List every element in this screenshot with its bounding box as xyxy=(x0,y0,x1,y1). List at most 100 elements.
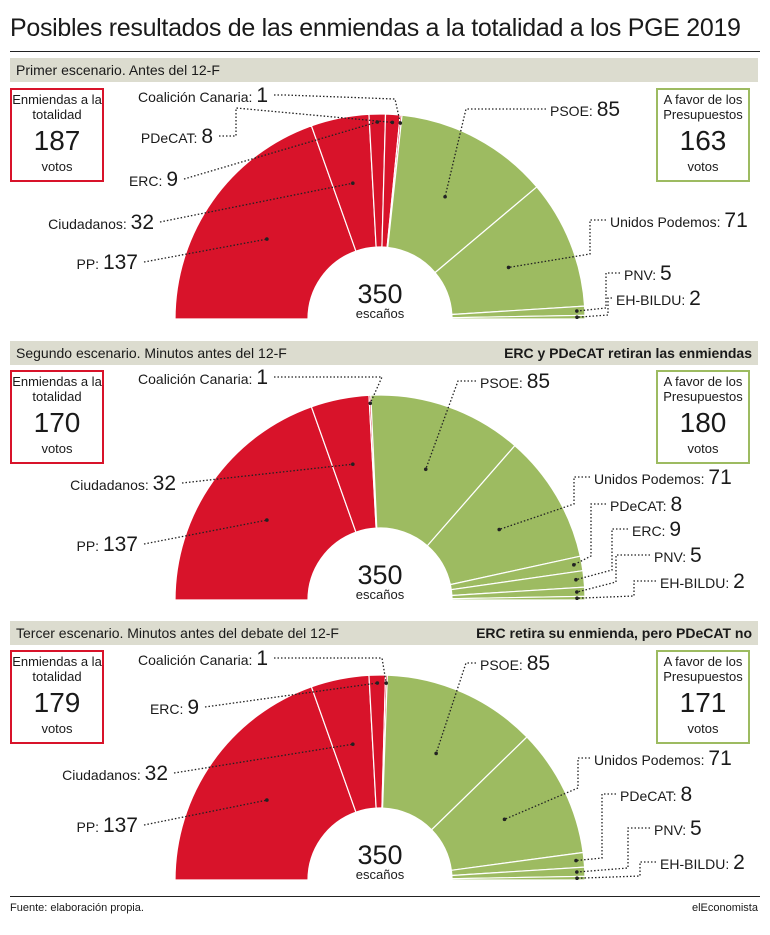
scenario-1-title: Primer escenario. Antes del 12-F xyxy=(16,62,220,78)
leader-dot-psoe xyxy=(443,194,447,199)
label-unidos-podemos: Unidos Podemos: 71 xyxy=(610,209,748,232)
scenario-1-favor-unit: votos xyxy=(687,159,719,174)
label-value-psoe: 85 xyxy=(597,98,620,121)
label-name-pp: PP: xyxy=(76,256,102,272)
leader-line-ciudadanos xyxy=(159,182,353,223)
label-pdecat: PDeCAT: 8 xyxy=(141,125,213,148)
label-ciudadanos: Ciudadanos: 32 xyxy=(48,211,154,234)
slice-pp xyxy=(174,406,357,601)
label-name-psoe: PSOE: xyxy=(550,103,597,119)
label-name-ciudadanos: Ciudadanos: xyxy=(62,767,145,783)
label-value-coalicion-canaria: 1 xyxy=(256,84,268,107)
page-title: Posibles resultados de las enmiendas a l… xyxy=(10,14,741,42)
leader-dot-pp xyxy=(265,237,269,241)
slice-psoe xyxy=(381,674,528,831)
scenario-3-title: Tercer escenario. Minutos antes del deba… xyxy=(16,625,339,641)
source-note: Fuente: elaboración propia. xyxy=(10,902,144,914)
label-eh-bildu: EH-BILDU: 2 xyxy=(660,570,745,593)
slice-pp xyxy=(174,686,357,881)
label-psoe: PSOE: 85 xyxy=(550,98,620,121)
label-pnv: PNV: 5 xyxy=(654,817,702,840)
label-value-pnv: 5 xyxy=(690,817,702,840)
label-name-pp: PP: xyxy=(76,819,102,835)
total-seats: 350 xyxy=(357,279,402,309)
slice-eh-bildu xyxy=(451,595,586,601)
leader-line-ciudadanos xyxy=(181,463,353,484)
leader-line-eh-bildu xyxy=(576,580,656,599)
leader-dot-eh-bildu xyxy=(575,596,579,601)
leader-dot-coalicion-canaria xyxy=(368,401,373,406)
scenario-1-against-votes: 187 xyxy=(33,125,81,156)
scenario-2-chart: PP: 137 Ciudadanos: 32 Coalición Canaria: … xyxy=(70,366,745,602)
scenario-3-against-votes: 179 xyxy=(33,687,81,718)
scenario-2-title: Segundo escenario. Minutos antes del 12-… xyxy=(16,345,287,361)
scenario-3-chart: PP: 137 Ciudadanos: 32 ERC: 9 Coalición Can… xyxy=(62,647,745,882)
leader-line-ciudadanos xyxy=(173,743,353,774)
leader-dot-pdecat xyxy=(574,858,578,863)
slice-psoe xyxy=(387,114,538,274)
leader-dot-ciudadanos xyxy=(351,181,355,185)
scenario-1-against-unit: votos xyxy=(41,159,73,174)
scenario-2-favor-votes: 180 xyxy=(679,407,727,438)
slice-eh-bildu xyxy=(451,314,586,320)
leader-dot-pnv xyxy=(575,309,579,313)
label-name-erc: ERC: xyxy=(150,701,187,717)
label-value-eh-bildu: 2 xyxy=(733,851,745,874)
leader-dot-unidos-podemos xyxy=(502,817,507,822)
label-name-pdecat: PDeCAT: xyxy=(610,498,670,514)
scenario-2-against-box: Enmiendas a la totalidad 170 votos xyxy=(10,370,104,464)
footer-rule xyxy=(10,896,760,897)
label-value-pp: 137 xyxy=(103,251,138,274)
label-value-pdecat: 8 xyxy=(670,493,682,516)
label-name-pnv: PNV: xyxy=(654,822,690,838)
scenario-3-favor-box: A favor de los Presupuestos 171 votos xyxy=(656,650,750,744)
label-pp: PP: 137 xyxy=(76,814,138,837)
label-erc: ERC: 9 xyxy=(129,168,178,191)
scenario-1-against-box: Enmiendas a la totalidad 187 votos xyxy=(10,88,104,182)
label-name-erc: ERC: xyxy=(632,523,669,539)
leader-dot-erc xyxy=(574,577,578,582)
label-name-ciudadanos: Ciudadanos: xyxy=(48,216,131,232)
leader-dot-eh-bildu xyxy=(575,876,579,881)
scenario-3-band: Tercer escenario. Minutos antes del deba… xyxy=(10,621,758,645)
label-value-erc: 9 xyxy=(187,696,199,719)
label-value-eh-bildu: 2 xyxy=(733,570,745,593)
scenario-3-against-label: Enmiendas a la totalidad xyxy=(12,654,102,684)
scenario-3-favor-label: A favor de los Presupuestos xyxy=(663,654,743,684)
leader-dot-pp xyxy=(265,518,269,522)
leader-line-pdecat xyxy=(575,793,616,862)
leader-line-erc xyxy=(575,528,628,581)
label-name-ciudadanos: Ciudadanos: xyxy=(70,477,153,493)
slice-pp xyxy=(174,125,357,320)
label-pnv: PNV: 5 xyxy=(654,544,702,567)
label-value-psoe: 85 xyxy=(527,652,550,675)
leader-dot-erc xyxy=(375,681,380,685)
leader-line-pdecat xyxy=(573,503,606,566)
label-value-ciudadanos: 32 xyxy=(153,472,176,495)
scenario-2-against-label: Enmiendas a la totalidad xyxy=(12,374,102,404)
leader-line-psoe xyxy=(425,380,476,470)
scenario-1-favor-votes: 163 xyxy=(679,125,727,156)
leader-dot-pdecat xyxy=(572,563,576,567)
leader-line-pdecat xyxy=(219,107,393,137)
label-name-eh-bildu: EH-BILDU: xyxy=(660,575,733,591)
label-pp: PP: 137 xyxy=(76,533,138,556)
total-seats: 350 xyxy=(357,840,402,870)
leader-dot-eh-bildu xyxy=(575,315,579,320)
leader-line-psoe xyxy=(444,108,546,197)
total-seats-unit: escaños xyxy=(356,306,405,321)
label-psoe: PSOE: 85 xyxy=(480,652,550,675)
label-value-pdecat: 8 xyxy=(680,783,692,806)
label-ciudadanos: Ciudadanos: 32 xyxy=(70,472,176,495)
leader-dot-ciudadanos xyxy=(351,742,355,746)
label-value-pdecat: 8 xyxy=(201,125,213,148)
label-value-erc: 9 xyxy=(669,518,681,541)
label-name-eh-bildu: EH-BILDU: xyxy=(660,856,733,872)
scenario-1-favor-box: A favor de los Presupuestos 163 votos xyxy=(656,88,750,182)
leader-dot-pnv xyxy=(575,870,579,874)
label-name-pnv: PNV: xyxy=(654,549,690,565)
leader-dot-ciudadanos xyxy=(351,462,355,466)
label-value-coalicion-canaria: 1 xyxy=(256,647,268,670)
leader-dot-pp xyxy=(265,798,269,802)
scenario-2-favor-unit: votos xyxy=(687,441,719,456)
